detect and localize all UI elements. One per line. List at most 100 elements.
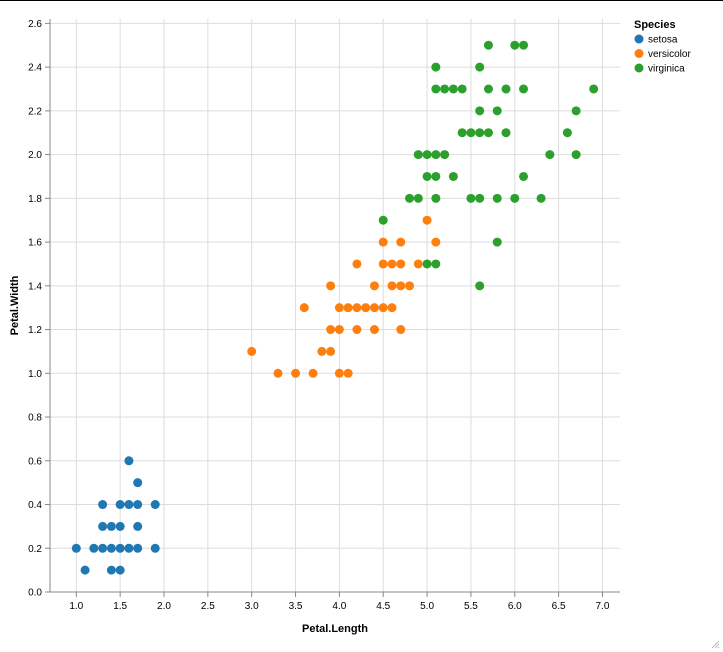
x-tick-label: 3.5 — [289, 601, 303, 612]
point-versicolor — [396, 325, 406, 335]
point-setosa — [150, 500, 160, 510]
point-versicolor — [387, 259, 397, 269]
x-tick-label: 5.0 — [420, 601, 434, 612]
y-tick-label: 0.2 — [28, 544, 42, 555]
point-versicolor — [413, 259, 423, 269]
point-versicolor — [334, 325, 344, 335]
y-tick-label: 1.4 — [28, 281, 42, 292]
point-virginica — [440, 150, 450, 160]
point-virginica — [589, 84, 599, 94]
point-versicolor — [317, 346, 327, 356]
point-versicolor — [273, 368, 283, 378]
legend-label-virginica: virginica — [648, 64, 685, 75]
point-virginica — [545, 150, 555, 160]
point-setosa — [124, 456, 134, 466]
x-tick-label: 4.0 — [332, 601, 346, 612]
point-virginica — [475, 62, 485, 72]
y-tick-label: 0.6 — [28, 456, 42, 467]
point-virginica — [492, 237, 502, 247]
point-setosa — [133, 521, 143, 531]
point-versicolor — [387, 281, 397, 291]
x-tick-label: 2.0 — [157, 601, 171, 612]
point-virginica — [536, 193, 546, 203]
y-tick-label: 1.0 — [28, 369, 42, 380]
point-virginica — [483, 84, 493, 94]
x-tick-label: 1.0 — [69, 601, 83, 612]
point-virginica — [431, 193, 441, 203]
y-tick-label: 0.8 — [28, 413, 42, 424]
point-virginica — [510, 40, 520, 50]
point-versicolor — [291, 368, 301, 378]
y-tick-label: 2.0 — [28, 150, 42, 161]
point-versicolor — [387, 303, 397, 313]
y-tick-label: 0.0 — [28, 588, 42, 599]
point-virginica — [519, 171, 529, 181]
point-setosa — [89, 543, 99, 553]
point-versicolor — [343, 303, 353, 313]
point-virginica — [457, 84, 467, 94]
legend-label-versicolor: versicolor — [648, 49, 691, 60]
point-versicolor — [431, 237, 441, 247]
legend-swatch-versicolor — [634, 49, 644, 58]
point-versicolor — [405, 281, 415, 291]
point-setosa — [106, 543, 116, 553]
legend: Species setosa versicolor virginica — [634, 19, 691, 75]
point-virginica — [422, 150, 432, 160]
point-versicolor — [326, 325, 336, 335]
point-virginica — [431, 84, 441, 94]
point-virginica — [519, 84, 529, 94]
y-tick-label: 1.8 — [28, 194, 42, 205]
point-setosa — [80, 565, 90, 575]
point-virginica — [475, 106, 485, 116]
point-virginica — [501, 84, 511, 94]
point-virginica — [492, 106, 502, 116]
point-versicolor — [369, 303, 379, 313]
point-virginica — [475, 193, 485, 203]
point-setosa — [106, 521, 116, 531]
point-virginica — [431, 259, 441, 269]
y-tick-label: 1.2 — [28, 325, 42, 336]
y-axis-title: Petal.Width — [9, 275, 21, 335]
x-tick-label: 1.5 — [113, 601, 127, 612]
point-setosa — [124, 543, 134, 553]
point-versicolor — [299, 303, 309, 313]
x-tick-label: 6.0 — [508, 601, 522, 612]
point-versicolor — [343, 368, 353, 378]
point-virginica — [378, 215, 388, 225]
point-virginica — [457, 128, 467, 138]
point-versicolor — [326, 281, 336, 291]
point-versicolor — [352, 303, 362, 313]
point-setosa — [98, 543, 108, 553]
point-versicolor — [422, 215, 432, 225]
window-top-border — [0, 0, 723, 1]
y-tick-label: 2.2 — [28, 106, 42, 117]
x-tick-label: 2.5 — [201, 601, 215, 612]
point-versicolor — [352, 325, 362, 335]
point-virginica — [440, 84, 450, 94]
point-virginica — [405, 193, 415, 203]
point-setosa — [71, 543, 81, 553]
legend-swatch-setosa — [634, 34, 644, 44]
point-virginica — [431, 150, 441, 160]
point-versicolor — [326, 346, 336, 356]
point-virginica — [501, 128, 511, 138]
point-virginica — [422, 171, 432, 181]
point-versicolor — [352, 259, 362, 269]
point-setosa — [98, 500, 108, 510]
point-virginica — [492, 193, 502, 203]
axes: 1.0 1.5 2.0 2.5 3.0 3.5 4.0 4.5 5.0 5.5 6.0 6.5 7.0 0… — [28, 19, 620, 612]
resize-grip-icon[interactable] — [710, 639, 720, 649]
point-setosa — [133, 543, 143, 553]
point-setosa — [115, 543, 125, 553]
point-virginica — [483, 40, 493, 50]
point-virginica — [422, 259, 432, 269]
point-virginica — [562, 128, 572, 138]
point-setosa — [124, 500, 134, 510]
point-versicolor — [378, 303, 388, 313]
point-versicolor — [396, 237, 406, 247]
point-virginica — [475, 128, 485, 138]
point-setosa — [115, 565, 125, 575]
point-setosa — [106, 565, 116, 575]
legend-swatch-virginica — [634, 63, 644, 73]
